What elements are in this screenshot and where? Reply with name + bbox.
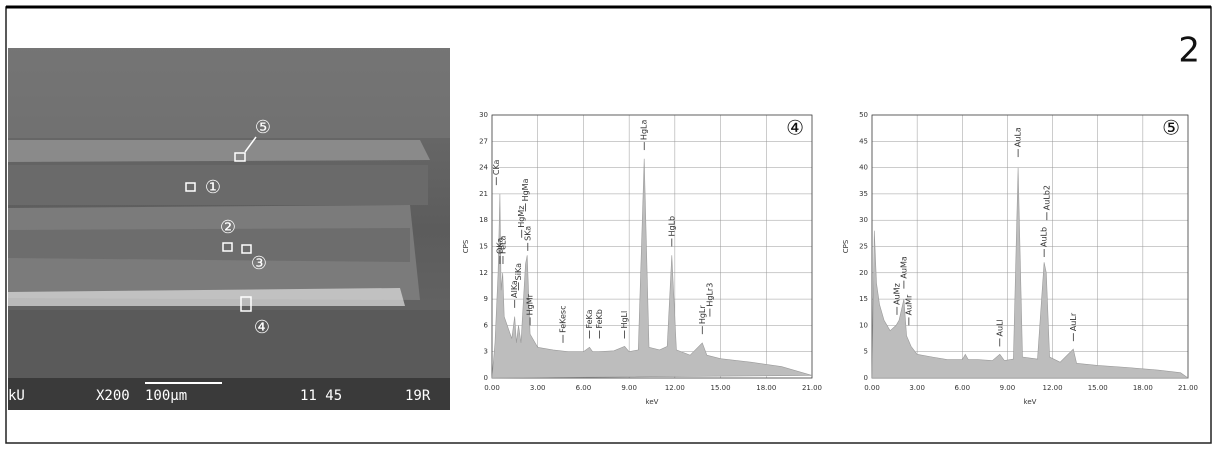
x-tick-label: 21.00	[1178, 384, 1198, 392]
peak-label: FeLa	[498, 235, 507, 254]
y-tick-label: 5	[864, 348, 868, 356]
y-tick-label: 3	[484, 348, 488, 356]
sem-marker: ②	[220, 217, 236, 238]
y-tick-label: 40	[859, 164, 868, 172]
sem-image	[8, 48, 450, 410]
sem-boxes	[185, 136, 257, 312]
sem-marker: ①	[205, 177, 221, 198]
y-tick-label: 30	[479, 111, 488, 119]
x-tick-label: 12.00	[665, 384, 685, 392]
x-tick-label: 3.00	[530, 384, 546, 392]
peak-label: SKa	[523, 226, 532, 241]
peak-label: AuMz	[892, 283, 901, 305]
x-tick-label: 12.00	[1043, 384, 1063, 392]
y-tick-label: 6	[484, 321, 489, 329]
peak-label: HgLr3	[705, 283, 714, 307]
y-tick-label: 27	[479, 137, 488, 145]
x-tick-label: 15.00	[1088, 384, 1108, 392]
y-tick-label: 45	[859, 137, 868, 145]
y-tick-label: 15	[859, 295, 868, 303]
x-tick-label: 3.00	[909, 384, 925, 392]
plot-frame	[491, 114, 813, 379]
peak-label: AuLr	[1069, 312, 1078, 331]
y-axis-label: CPS	[462, 239, 470, 253]
peak-label: FeKa	[585, 309, 594, 328]
peak-label: AuMr	[904, 294, 913, 315]
x-axis-label: keV	[646, 398, 659, 406]
y-tick-label: 20	[859, 269, 868, 277]
y-tick-label: 15	[479, 243, 488, 251]
y-tick-label: 35	[859, 190, 868, 198]
x-tick-label: 9.00	[1000, 384, 1016, 392]
sem-info: 100μm	[145, 388, 187, 404]
x-tick-label: 18.00	[1133, 384, 1153, 392]
y-tick-label: 0	[484, 374, 488, 382]
spectrum	[491, 158, 813, 379]
y-tick-label: 10	[859, 321, 868, 329]
y-tick-label: 21	[479, 190, 488, 198]
peak-label: FeKesc	[559, 306, 568, 333]
y-tick-label: 0	[864, 374, 868, 382]
peak-label: HgLl	[620, 311, 629, 329]
peak-label: CKa	[492, 159, 501, 175]
y-tick-label: 25	[859, 243, 868, 251]
peak-label: OKa	[495, 238, 504, 254]
peak-label: HgMz	[517, 206, 526, 228]
spectrum	[871, 167, 1189, 379]
sem-info: X200	[96, 388, 130, 404]
sem-info: 19R	[405, 388, 431, 404]
x-tick-label: 21.00	[802, 384, 822, 392]
peak-label: HgMa	[521, 178, 530, 201]
x-tick-label: 0.00	[484, 384, 500, 392]
peak-label: AuMa	[899, 256, 908, 278]
sem-marker: ④	[254, 317, 270, 338]
sem-marker: ⑤	[255, 117, 271, 138]
panel-label: ④	[786, 116, 804, 140]
x-tick-label: 9.00	[621, 384, 637, 392]
sem-info: kU	[8, 388, 25, 404]
y-tick-label: 18	[479, 216, 488, 224]
peak-label: AlKa	[510, 280, 519, 298]
panel-label: ⑤	[1162, 116, 1180, 140]
x-tick-label: 6.00	[576, 384, 592, 392]
x-tick-label: 0.00	[864, 384, 880, 392]
y-tick-label: 50	[859, 111, 868, 119]
y-tick-label: 12	[479, 269, 488, 277]
peak-label: AuLb	[1040, 227, 1049, 247]
x-tick-label: 18.00	[756, 384, 776, 392]
x-tick-label: 6.00	[954, 384, 970, 392]
figure-number: 2	[1178, 31, 1200, 71]
peak-label: FeKb	[595, 309, 604, 328]
peak-label: HgLb	[667, 216, 676, 237]
y-axis-label: CPS	[842, 239, 850, 253]
x-tick-label: 15.00	[711, 384, 731, 392]
sem-marker: ③	[251, 253, 267, 274]
peak-label: AuLa	[1014, 127, 1023, 147]
y-tick-label: 9	[484, 295, 488, 303]
peak-label: AuLb2	[1042, 185, 1051, 210]
peak-label: HgLr	[698, 305, 707, 325]
peak-label: AuLl	[995, 319, 1004, 336]
x-axis-label: keV	[1024, 398, 1037, 406]
y-tick-label: 24	[479, 164, 488, 172]
y-tick-label: 30	[859, 216, 868, 224]
peak-label: SiKa	[514, 263, 523, 280]
sem-info: 11 45	[300, 388, 342, 404]
peak-label: HgMr	[526, 293, 535, 315]
peak-label: HgLa	[640, 120, 649, 141]
